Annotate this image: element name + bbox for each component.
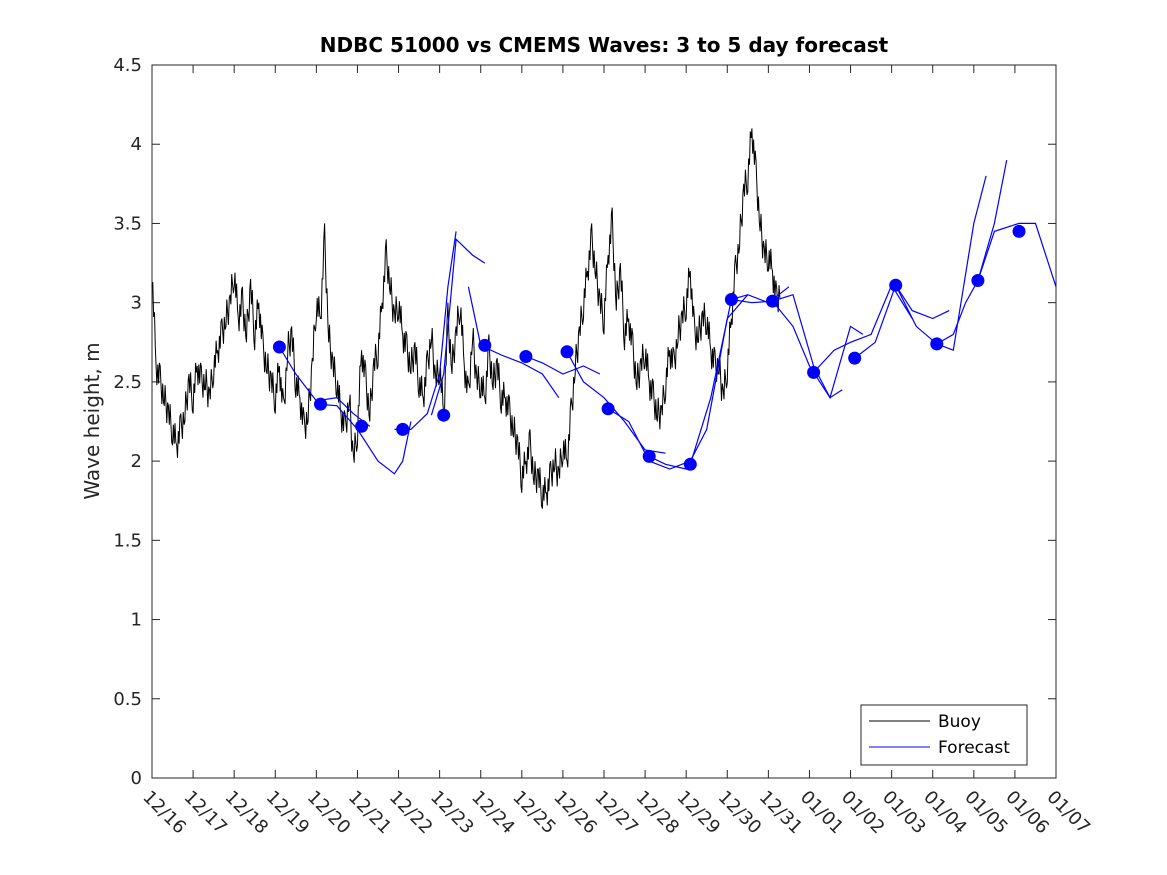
forecast-marker <box>724 293 738 306</box>
forecast-marker <box>971 274 985 287</box>
forecast-marker <box>642 449 656 463</box>
y-axis: 0 0.5 1 1.5 2 2.5 3 3.5 4 4.5 <box>113 55 1056 789</box>
y-tick-label: 0 <box>131 768 142 789</box>
y-tick-label: 3 <box>131 293 142 314</box>
forecast-marker <box>848 351 862 365</box>
forecast-marker <box>314 397 327 411</box>
forecast-line <box>648 294 749 470</box>
forecast-marker <box>355 419 369 433</box>
forecast-marker <box>930 337 944 351</box>
legend-box <box>860 704 1028 766</box>
y-tick-label: 4.5 <box>113 55 142 76</box>
forecast-marker <box>766 294 779 308</box>
forecast-marker <box>889 278 903 292</box>
forecast-line <box>895 175 987 352</box>
y-tick-label: 1 <box>131 610 142 631</box>
forecast-marker <box>683 457 697 471</box>
legend-buoy-label: Buoy <box>938 712 981 732</box>
y-axis-label: Wave height, m <box>80 342 104 499</box>
forecast-marker <box>1012 224 1026 238</box>
buoy-series <box>151 128 781 509</box>
buoy-line <box>151 128 781 509</box>
y-tick-label: 0.5 <box>113 689 142 710</box>
forecast-line <box>854 283 950 359</box>
chart-title: NDBC 51000 vs CMEMS Waves: 3 to 5 day fo… <box>320 33 889 57</box>
legend: Buoy Forecast <box>860 704 1028 766</box>
forecast-marker <box>807 365 821 379</box>
y-tick-label: 2 <box>131 451 142 472</box>
forecast-line <box>977 222 1057 287</box>
y-tick-label: 3.5 <box>113 213 142 234</box>
forecast-marker <box>437 408 451 422</box>
y-tick-label: 1.5 <box>113 530 142 551</box>
legend-forecast-label: Forecast <box>938 738 1010 758</box>
forecast-marker <box>519 350 533 363</box>
forecast-line <box>467 286 560 399</box>
forecast-line <box>430 238 486 416</box>
y-tick-label: 4 <box>131 134 142 155</box>
forecast-series <box>278 159 1057 475</box>
forecast-marker <box>396 422 410 436</box>
forecast-line <box>772 300 864 400</box>
plot-area <box>151 64 1057 779</box>
forecast-line <box>525 355 601 375</box>
axes-box <box>151 64 1057 779</box>
forecast-markers <box>272 224 1026 471</box>
forecast-line <box>278 346 371 427</box>
forecast-marker <box>272 340 286 354</box>
forecast-marker <box>560 345 574 359</box>
y-tick-label: 2.5 <box>113 372 142 393</box>
forecast-line <box>316 403 412 475</box>
forecast-marker <box>601 402 615 416</box>
forecast-line <box>936 159 1008 345</box>
forecast-marker <box>478 338 492 352</box>
